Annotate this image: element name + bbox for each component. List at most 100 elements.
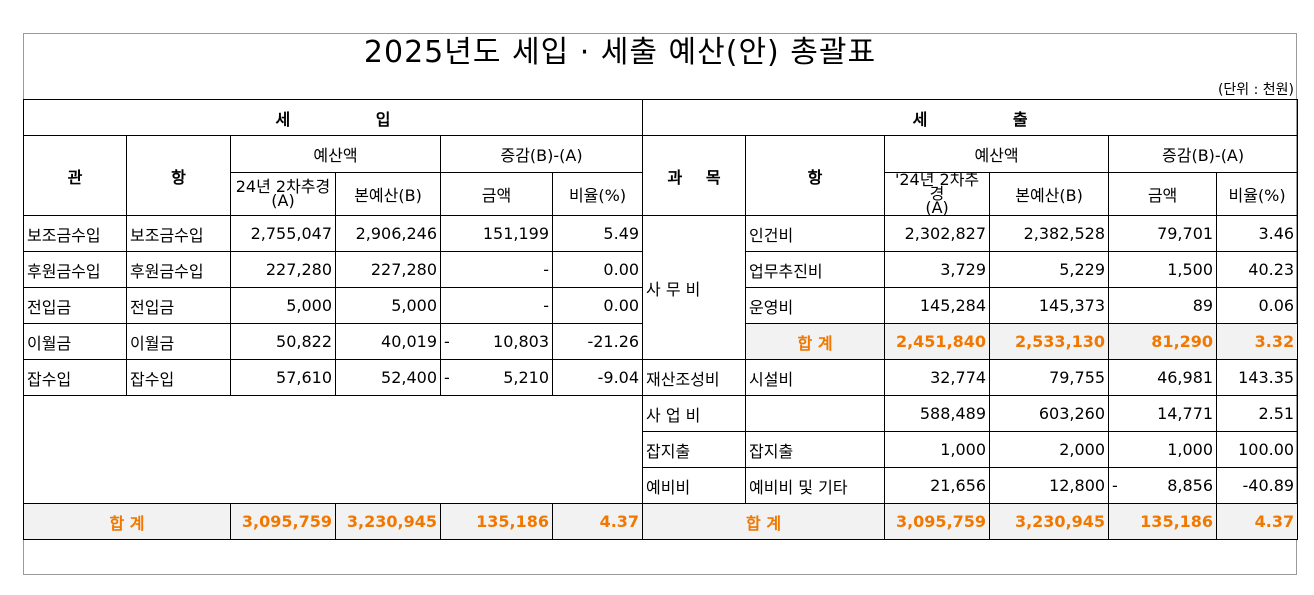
exp-ratio-cell: 100.00 bbox=[1216, 431, 1299, 468]
column-header-row-2: 24년 2차추경 (A) 본예산(B) 금액 비율(%) '24년 2차추경 (… bbox=[24, 172, 1299, 216]
exp-hang-cell: 업무추진비 bbox=[745, 251, 886, 288]
rev-ratio-cell: 0.00 bbox=[551, 287, 644, 324]
rev-amount-header: 금액 bbox=[440, 172, 553, 216]
rev-budget-header: 예산액 bbox=[230, 135, 441, 173]
title-text: 2025년도 세입 · 세출 예산(안) 총괄표 bbox=[363, 35, 877, 70]
exp-gwamok-cell: 잡지출 bbox=[642, 431, 747, 468]
exp-ratio-cell: 2.51 bbox=[1216, 395, 1299, 432]
exp-total-prev: 3,095,759 bbox=[884, 503, 991, 540]
exp-amount-cell: 79,701 bbox=[1108, 215, 1218, 252]
table-row: 예비비 예비비 및 기타 21,656 12,800 -8,856 -40.89 bbox=[24, 467, 1299, 504]
exp-office-subtotal-ratio: 3.32 bbox=[1216, 323, 1299, 360]
exp-office-subtotal-amount: 81,290 bbox=[1108, 323, 1218, 360]
rev-gwan-cell: 잡수입 bbox=[23, 359, 127, 396]
table-row: 잡지출 잡지출 1,000 2,000 1,000 100.00 bbox=[24, 431, 1299, 468]
exp-curr-cell: 79,755 bbox=[989, 359, 1110, 396]
exp-prev-cell: 3,729 bbox=[884, 251, 991, 288]
rev-ratio-cell: 0.00 bbox=[551, 251, 644, 288]
rev-total-ratio: 4.37 bbox=[551, 503, 644, 540]
exp-amount-cell: 46,981 bbox=[1108, 359, 1218, 396]
exp-hang-cell: 운영비 bbox=[745, 287, 886, 324]
exp-gwamok-cell: 예비비 bbox=[642, 467, 747, 504]
exp-hang-cell: 잡지출 bbox=[745, 431, 886, 468]
exp-curr-cell: 12,800 bbox=[989, 467, 1110, 504]
exp-total-curr: 3,230,945 bbox=[989, 503, 1110, 540]
rev-amount-cell: 151,199 bbox=[440, 215, 553, 252]
page-title: 2025년도 세입 · 세출 예산(안) 총괄표 bbox=[23, 33, 1297, 73]
table-row: 이월금 이월금 50,822 40,019 -10,803 -21.26 합 계… bbox=[23, 323, 1299, 360]
exp-ratio-cell: -40.89 bbox=[1216, 467, 1299, 504]
rev-curr-header: 본예산(B) bbox=[335, 172, 441, 216]
exp-hang-cell: 시설비 bbox=[745, 359, 886, 396]
expense-section-header: 세 출 bbox=[642, 99, 1299, 136]
exp-prev-cell: 2,302,827 bbox=[884, 215, 991, 252]
table-row: 사 업 비 588,489 603,260 14,771 2.51 bbox=[22, 395, 1299, 504]
exp-prev-cell: 21,656 bbox=[884, 467, 991, 504]
rev-hang-cell: 보조금수입 bbox=[126, 215, 231, 252]
rev-prev-cell: 57,610 bbox=[230, 359, 336, 396]
exp-hang-cell: 예비비 및 기타 bbox=[745, 467, 886, 504]
exp-ratio-cell: 0.06 bbox=[1216, 287, 1299, 324]
exp-amount-cell: 14,771 bbox=[1108, 395, 1218, 432]
rev-amount-cell: - bbox=[440, 287, 553, 324]
rev-total-curr: 3,230,945 bbox=[335, 503, 441, 540]
exp-prev-cell: 32,774 bbox=[884, 359, 991, 396]
rev-ratio-cell: 5.49 bbox=[551, 215, 644, 252]
exp-curr-cell: 2,382,528 bbox=[989, 215, 1110, 252]
rev-total-label: 합 계 bbox=[23, 503, 231, 540]
exp-ratio-cell: 40.23 bbox=[1216, 251, 1299, 288]
rev-diff-header: 증감(B)-(A) bbox=[439, 135, 644, 173]
exp-amount-cell: 89 bbox=[1108, 287, 1218, 324]
budget-summary-table: 세 입 세 출 관 항 예산액 증감(B)-(A) 과 목 항 예산액 증감(B… bbox=[22, 99, 1299, 540]
exp-hang-cell bbox=[745, 395, 886, 432]
exp-curr-cell: 603,260 bbox=[989, 395, 1110, 432]
rev-hang-cell: 이월금 bbox=[126, 323, 231, 360]
exp-amount-header: 금액 bbox=[1108, 172, 1218, 216]
exp-total-label: 합 계 bbox=[642, 503, 886, 540]
exp-ratio-cell: 143.35 bbox=[1216, 359, 1299, 396]
rev-empty-block bbox=[22, 395, 644, 504]
table-row: 잡수입 잡수입 57,610 52,400 -5,210 -9.04 재산조성비… bbox=[23, 359, 1299, 396]
rev-total-amount: 135,186 bbox=[440, 503, 553, 540]
column-header-row-1: 관 항 예산액 증감(B)-(A) 과 목 항 예산액 증감(B)-(A) bbox=[23, 135, 1299, 216]
table-row: 보조금수입 보조금수입 2,755,047 2,906,246 151,199 … bbox=[23, 215, 1299, 360]
rev-ratio-cell: -9.04 bbox=[551, 359, 644, 396]
rev-curr-cell: 52,400 bbox=[335, 359, 441, 396]
rev-amount-cell: -10,803 bbox=[440, 323, 553, 360]
exp-amount-cell: 1,000 bbox=[1108, 431, 1218, 468]
exp-total-ratio: 4.37 bbox=[1216, 503, 1299, 540]
rev-total-prev: 3,095,759 bbox=[230, 503, 336, 540]
rev-hang-cell: 잡수입 bbox=[126, 359, 231, 396]
rev-gwan-cell: 이월금 bbox=[23, 323, 127, 360]
rev-hang-cell: 전입금 bbox=[126, 287, 231, 324]
rev-prev-header: 24년 2차추경 (A) bbox=[230, 172, 336, 216]
rev-ratio-header: 비율(%) bbox=[551, 172, 644, 216]
exp-ratio-header: 비율(%) bbox=[1216, 172, 1299, 216]
rev-gwan-cell: 후원금수입 bbox=[23, 251, 127, 288]
exp-curr-header: 본예산(B) bbox=[989, 172, 1110, 216]
exp-diff-header: 증감(B)-(A) bbox=[1108, 135, 1299, 173]
table-row: 후원금수입 후원금수입 227,280 227,280 - 0.00 업무추진비… bbox=[23, 251, 1299, 288]
rev-gwan-cell: 보조금수입 bbox=[23, 215, 127, 252]
rev-gwan-header: 관 bbox=[23, 135, 127, 216]
rev-amount-cell: - bbox=[440, 251, 553, 288]
exp-prev-header: '24년 2차추경 (A) bbox=[884, 172, 991, 216]
exp-budget-header: 예산액 bbox=[884, 135, 1110, 173]
exp-hang-cell: 인건비 bbox=[745, 215, 886, 252]
rev-ratio-cell: -21.26 bbox=[551, 323, 644, 360]
exp-prev-cell: 1,000 bbox=[884, 431, 991, 468]
rev-curr-cell: 2,906,246 bbox=[335, 215, 441, 252]
exp-prev-cell: 588,489 bbox=[884, 395, 991, 432]
rev-prev-cell: 50,822 bbox=[230, 323, 336, 360]
total-row: 합 계 3,095,759 3,230,945 135,186 4.37 합 계… bbox=[23, 503, 1299, 540]
exp-curr-cell: 2,000 bbox=[989, 431, 1110, 468]
rev-prev-cell: 227,280 bbox=[230, 251, 336, 288]
exp-hang-header: 항 bbox=[745, 135, 886, 216]
exp-office-subtotal-prev: 2,451,840 bbox=[884, 323, 991, 360]
exp-amount-cell: 1,500 bbox=[1108, 251, 1218, 288]
rev-prev-cell: 2,755,047 bbox=[230, 215, 336, 252]
exp-office-subtotal-label: 합 계 bbox=[745, 323, 886, 360]
rev-amount-cell: -5,210 bbox=[440, 359, 553, 396]
exp-ratio-cell: 3.46 bbox=[1216, 215, 1299, 252]
exp-gwamok-cell: 사 업 비 bbox=[642, 395, 747, 432]
